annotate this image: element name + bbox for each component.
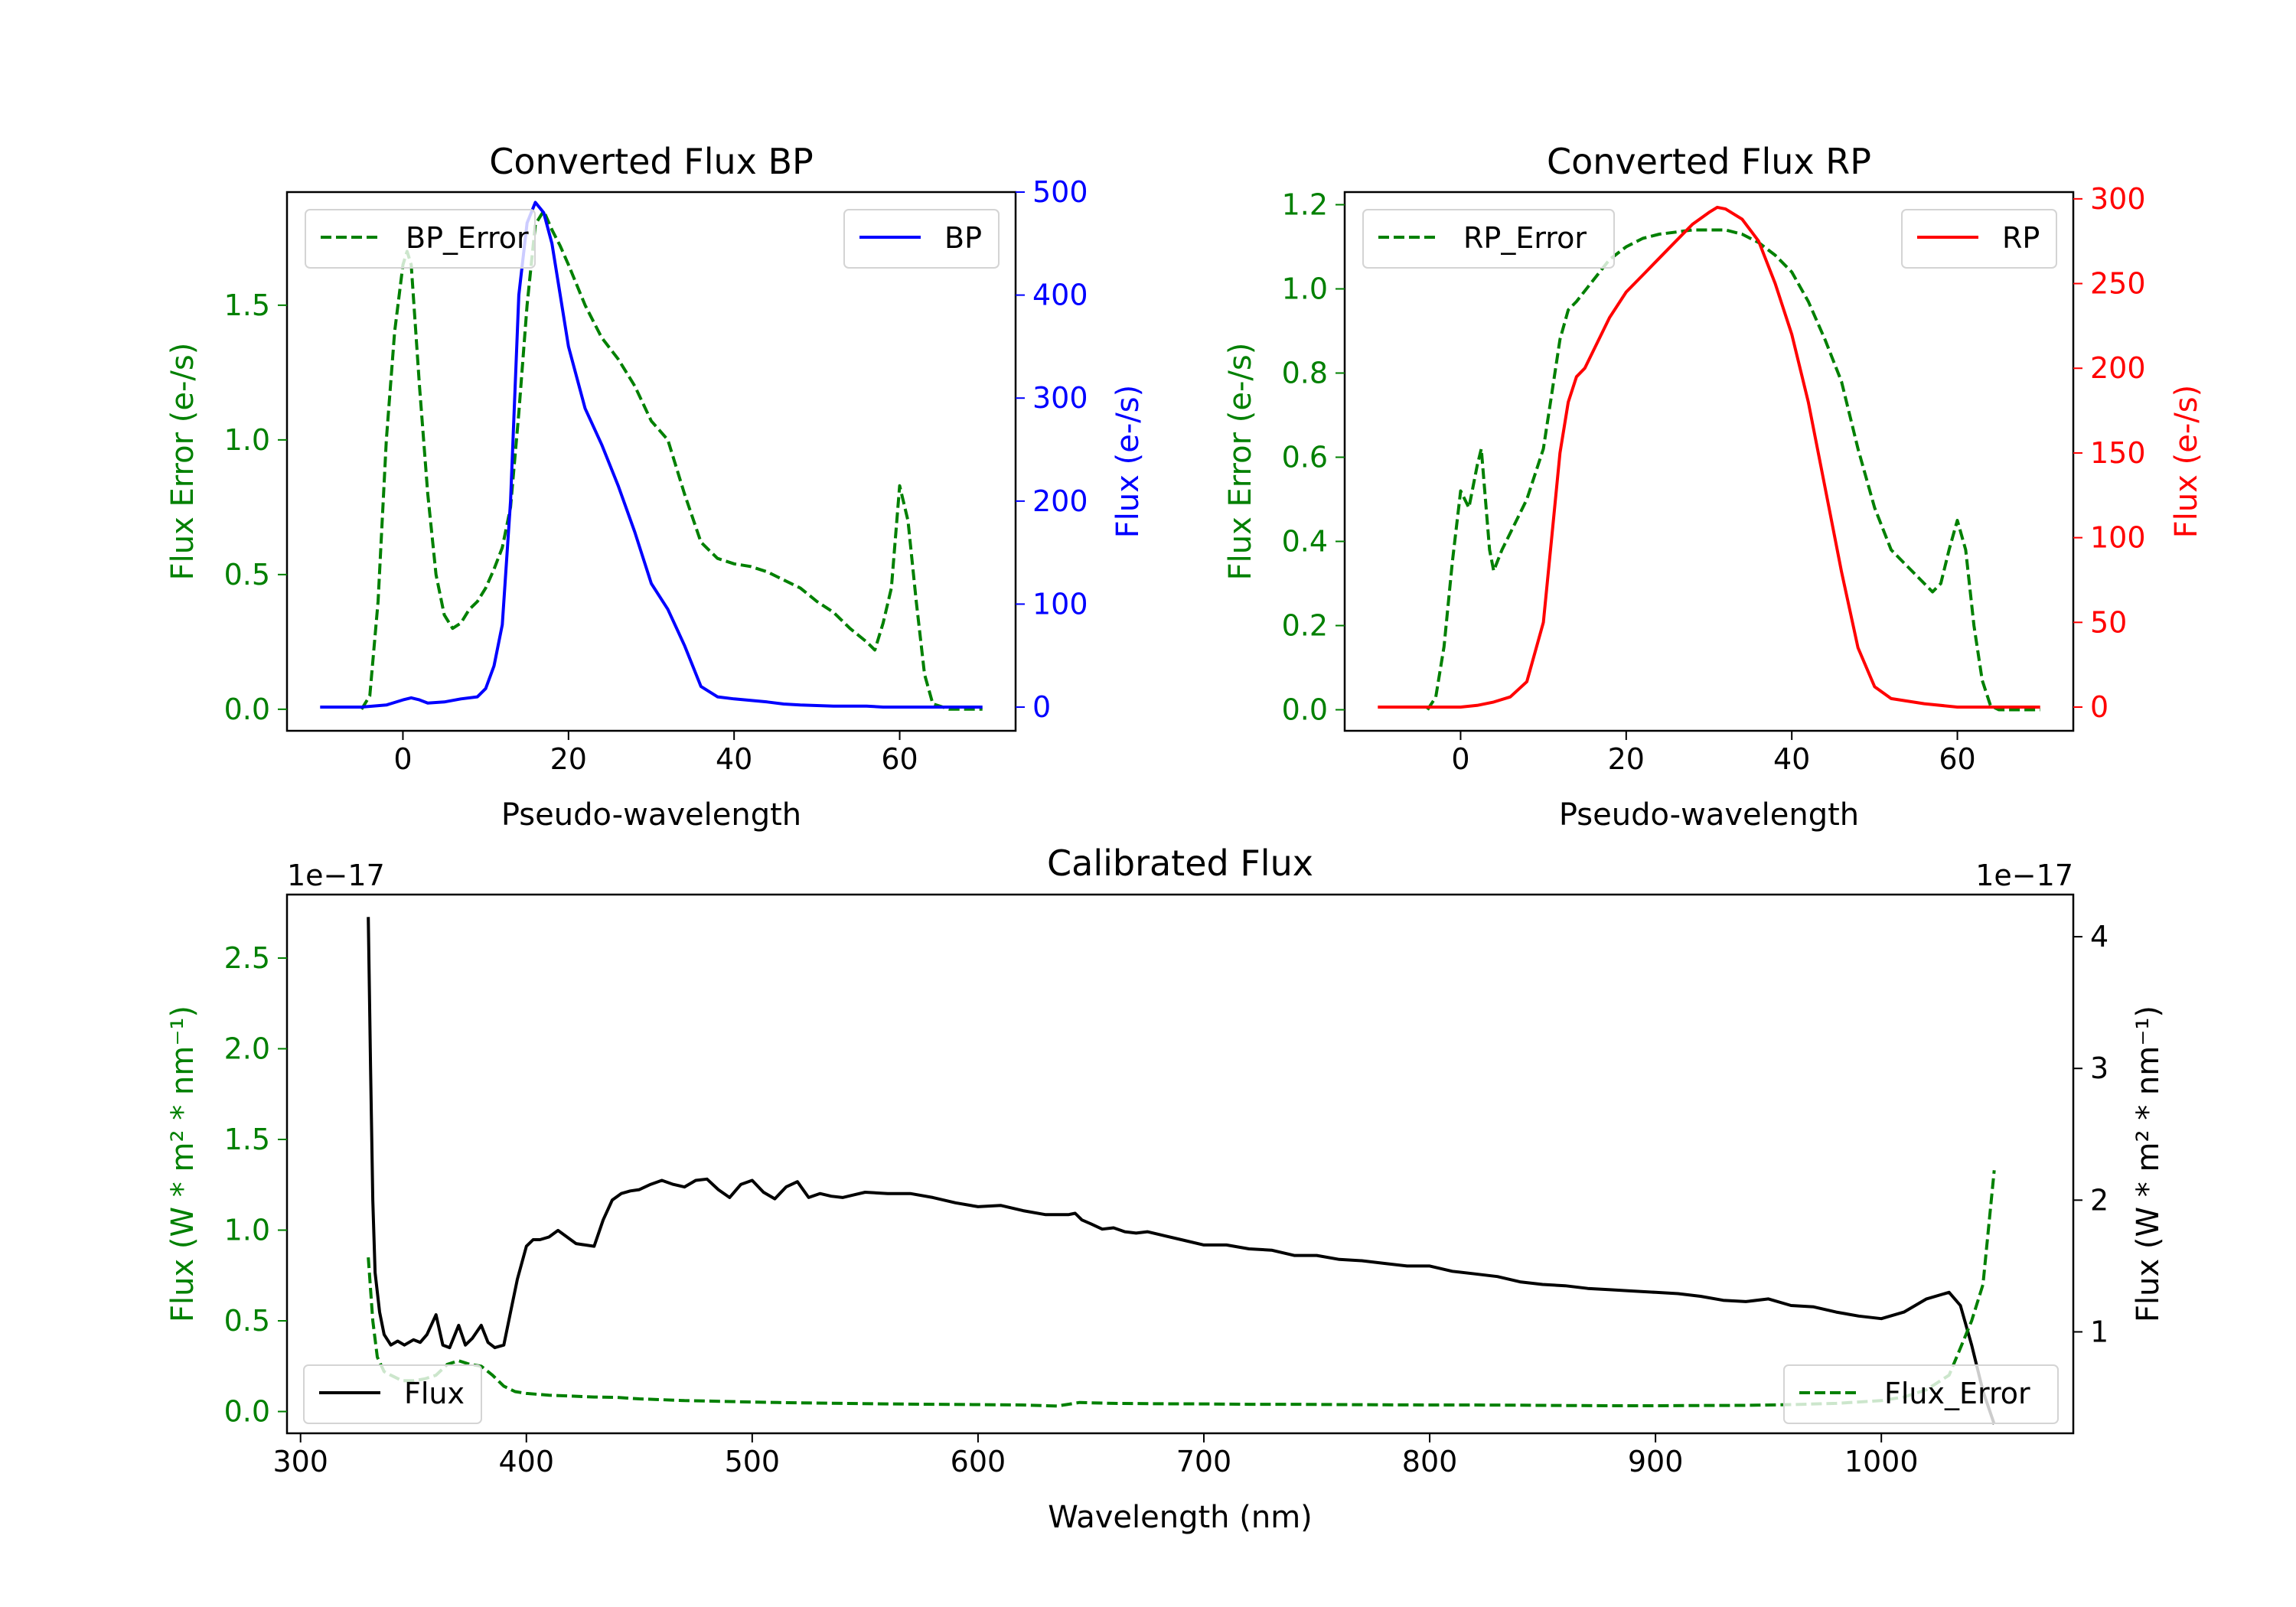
bp-left-axis-label: Flux Error (e-/s) (165, 343, 201, 581)
calibrated-left-tick-label: 0.5 (224, 1304, 270, 1338)
bp-series-bp-error (360, 209, 983, 711)
calibrated-left-offset-label: 1e−17 (287, 859, 385, 892)
calibrated-plot-area (285, 893, 2075, 1435)
rp-legend-left: RP_Error (1362, 209, 1615, 269)
bp-legend-left: BP_Error (305, 209, 536, 269)
rp-series-rp (1378, 205, 2040, 709)
rp-right-tick-label: 100 (2090, 521, 2146, 555)
rp-x-axis-label: Pseudo-wavelength (1559, 797, 1859, 833)
bp-x-tick-label: 60 (881, 742, 918, 776)
rp-left-tick-label: 0.4 (1282, 525, 1328, 559)
calibrated-legend-left-box (303, 1364, 482, 1424)
calibrated-series-flux-error (367, 1170, 1996, 1408)
rp-legend-right-box (1901, 209, 2057, 269)
calibrated-right-offset-label: 1e−17 (1975, 859, 2073, 892)
calibrated-x-tick-label: 600 (951, 1445, 1006, 1478)
rp-left-tick-label: 0.8 (1282, 357, 1328, 390)
calibrated-left-tick-label: 1.0 (224, 1214, 270, 1247)
rp-x-tick-label: 40 (1773, 742, 1810, 776)
bp-legend-right: BP (843, 209, 1000, 269)
bp-legend-right-box (843, 209, 1000, 269)
rp-left-axis-label: Flux Error (e-/s) (1223, 343, 1258, 581)
rp-chart-title: Converted Flux RP (1547, 141, 1871, 182)
calibrated-x-tick-label: 900 (1628, 1445, 1684, 1478)
bp-chart: Converted Flux BP Pseudo-wavelength Flux… (165, 141, 1146, 833)
calibrated-left-tick-label: 2.5 (224, 941, 270, 975)
calibrated-x-tick-label: 300 (272, 1445, 328, 1478)
rp-legend-left-box (1362, 209, 1615, 269)
bp-right-tick-label: 300 (1032, 381, 1088, 415)
calibrated-x-tick-label: 700 (1176, 1445, 1232, 1478)
rp-x-tick-label: 20 (1608, 742, 1645, 776)
bp-right-tick-label: 200 (1032, 484, 1088, 518)
calibrated-x-tick-label: 500 (725, 1445, 781, 1478)
rp-left-tick-label: 0.2 (1282, 609, 1328, 643)
rp-right-tick-label: 150 (2090, 436, 2146, 470)
rp-chart: Converted Flux RP Pseudo-wavelength Flux… (1223, 141, 2204, 833)
bp-plot-area (285, 191, 1017, 732)
calibrated-right-tick-label: 2 (2090, 1183, 2108, 1217)
rp-left-tick-label: 0.6 (1282, 441, 1328, 474)
bp-legend-left-box (305, 209, 536, 269)
calibrated-x-tick-label: 800 (1402, 1445, 1458, 1478)
calibrated-left-tick-label: 2.0 (224, 1032, 270, 1065)
rp-legend-label: RP (2002, 221, 2040, 255)
flux-legend-label: Flux (404, 1377, 465, 1410)
rp-error-legend-label: RP_Error (1463, 221, 1587, 255)
calibrated-right-tick-label: 3 (2090, 1051, 2108, 1085)
calibrated-x-tick-label: 400 (499, 1445, 555, 1478)
bp-chart-title: Converted Flux BP (489, 141, 814, 182)
calibrated-x-tick-label: 1000 (1844, 1445, 1919, 1478)
bp-x-tick-label: 0 (393, 742, 412, 776)
calibrated-series-flux (367, 917, 1996, 1425)
rp-plot-area (1343, 191, 2075, 732)
rp-right-tick-label: 250 (2090, 267, 2146, 301)
calibrated-x-axis-label: Wavelength (nm) (1048, 1500, 1313, 1535)
bp-left-tick-label: 0.5 (224, 558, 270, 592)
bp-legend-label: BP (944, 221, 982, 255)
bp-left-tick-label: 1.5 (224, 288, 270, 322)
calibrated-legend-left: Flux (303, 1364, 482, 1424)
rp-x-tick-label: 0 (1451, 742, 1469, 776)
calibrated-left-tick-label: 0.0 (224, 1395, 270, 1429)
bp-right-tick-label: 0 (1032, 690, 1051, 724)
bp-right-tick-label: 100 (1032, 587, 1088, 621)
bp-error-legend-label: BP_Error (406, 221, 529, 255)
calibrated-legend-right: Flux_Error (1783, 1364, 2059, 1424)
rp-left-tick-label: 0.0 (1282, 693, 1328, 727)
rp-right-tick-label: 200 (2090, 351, 2146, 385)
bp-series-bp (320, 200, 983, 709)
rp-legend-right: RP (1901, 209, 2057, 269)
calibrated-chart: Calibrated Flux 1e−17 1e−17 Wavelength (… (165, 843, 2166, 1535)
bp-x-tick-label: 20 (550, 742, 587, 776)
flux-error-legend-label: Flux_Error (1884, 1377, 2030, 1410)
rp-left-tick-label: 1.0 (1282, 272, 1328, 306)
rp-series-rp-error (1426, 228, 2040, 712)
bp-right-tick-label: 500 (1032, 175, 1088, 209)
calibrated-chart-title: Calibrated Flux (1047, 843, 1313, 884)
rp-right-tick-label: 0 (2090, 690, 2108, 724)
bp-left-tick-label: 1.0 (224, 423, 270, 457)
rp-x-tick-label: 60 (1939, 742, 1975, 776)
calibrated-legend-right-box (1783, 1364, 2059, 1424)
calibrated-right-axis-label: Flux (W * m² * nm⁻¹) (2131, 1006, 2166, 1322)
calibrated-left-axis-label: Flux (W * m² * nm⁻¹) (165, 1006, 201, 1322)
rp-right-tick-label: 300 (2090, 182, 2146, 216)
bp-right-axis-label: Flux (e-/s) (1110, 385, 1146, 538)
bp-x-tick-label: 40 (716, 742, 752, 776)
calibrated-right-tick-label: 1 (2090, 1315, 2108, 1348)
calibrated-left-tick-label: 1.5 (224, 1123, 270, 1156)
bp-left-tick-label: 0.0 (224, 693, 270, 726)
rp-right-tick-label: 50 (2090, 605, 2127, 639)
calibrated-right-tick-label: 4 (2090, 920, 2108, 953)
bp-right-tick-label: 400 (1032, 279, 1088, 312)
rp-left-tick-label: 1.2 (1282, 188, 1328, 222)
bp-x-axis-label: Pseudo-wavelength (501, 797, 801, 833)
rp-right-axis-label: Flux (e-/s) (2169, 385, 2204, 538)
